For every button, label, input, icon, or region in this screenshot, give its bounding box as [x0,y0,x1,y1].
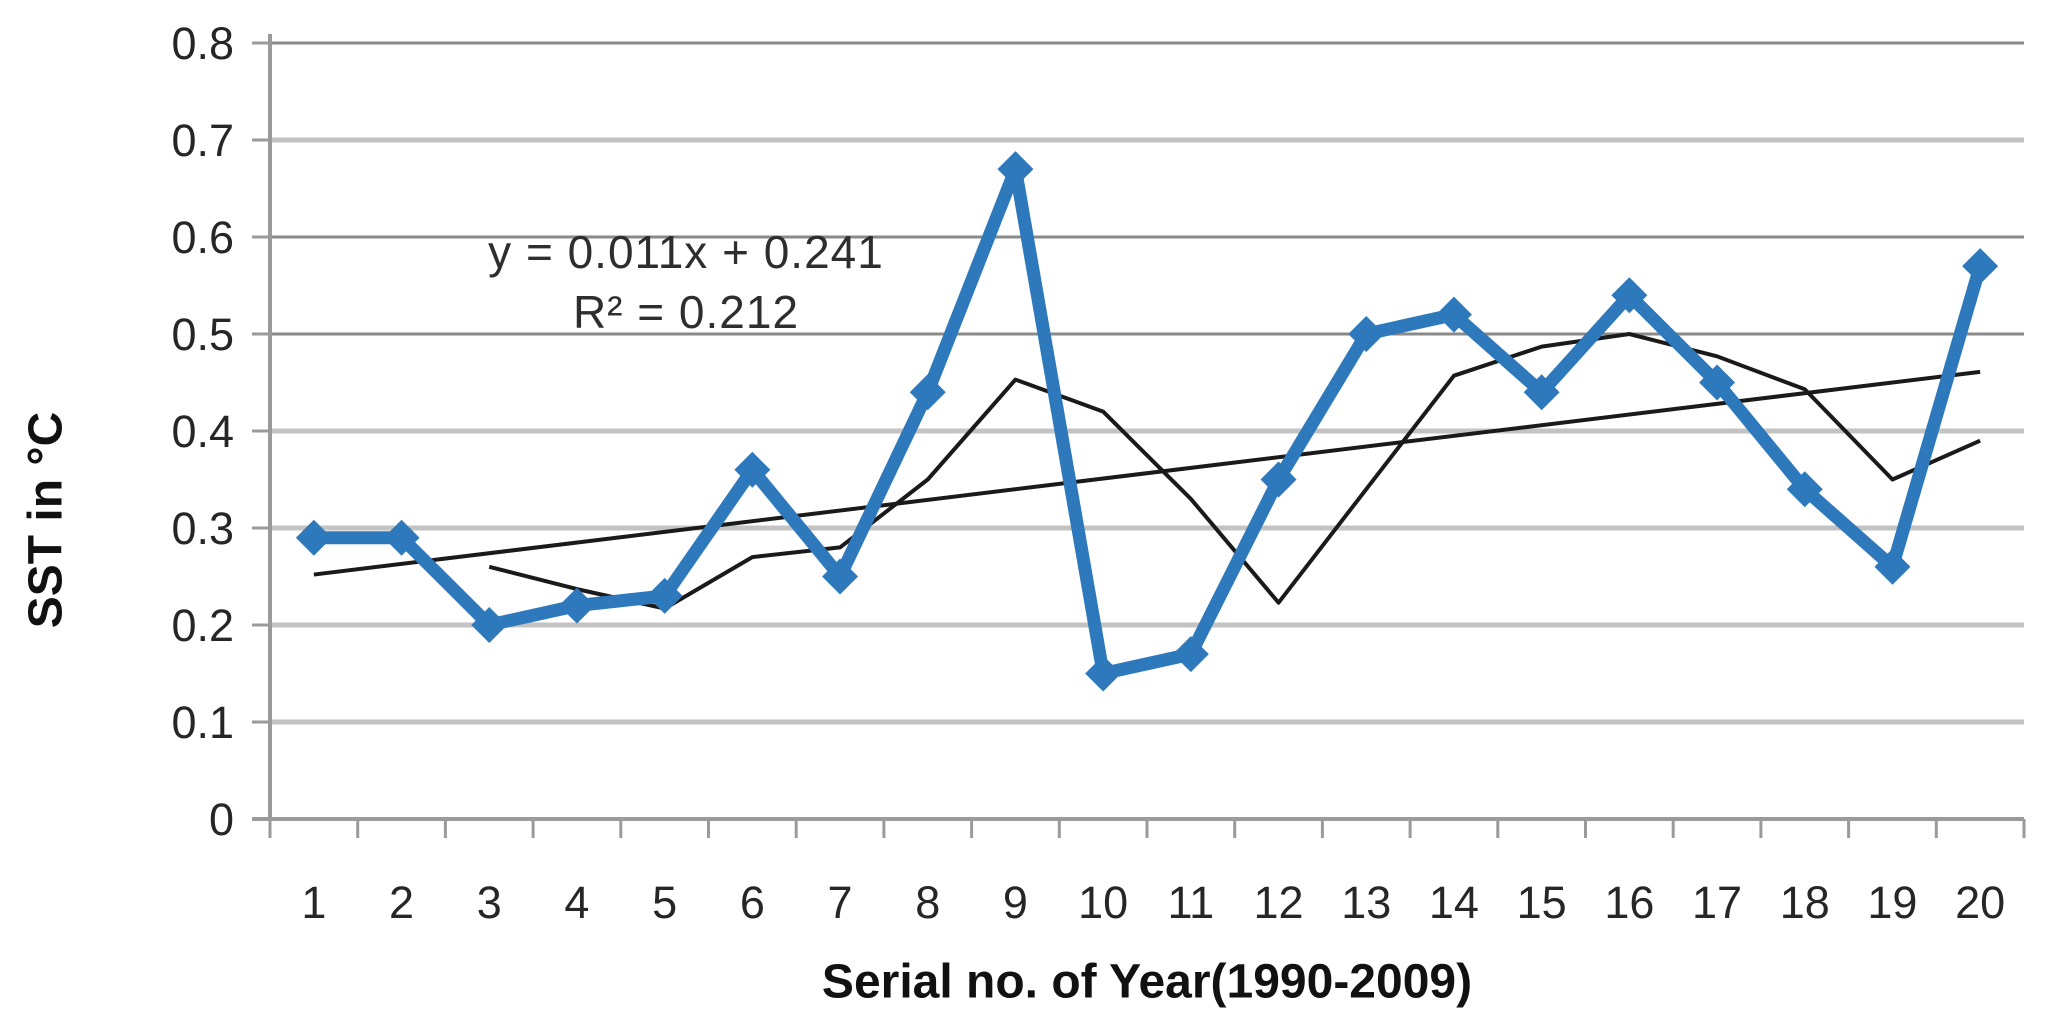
x-tick-label: 19 [1867,877,1917,928]
y-tick-label: 0.3 [171,503,234,554]
data-point-marker [1172,636,1209,673]
data-point-marker [1962,248,1999,285]
data-point-marker [646,577,683,614]
y-axis-title: SST in °C [19,411,73,629]
x-tick-label: 7 [828,877,853,928]
y-tick-label: 0.1 [171,697,234,748]
data-point-marker [383,519,420,556]
x-tick-label: 11 [1167,877,1214,928]
r-squared-text: R² = 0.212 [572,286,800,338]
x-tick-label: 9 [1003,877,1028,928]
x-tick-label: 13 [1341,877,1391,928]
x-tick-label: 14 [1429,877,1479,928]
data-point-marker [295,519,332,556]
x-tick-label: 15 [1517,877,1567,928]
y-tick-label: 0 [209,794,234,845]
data-point-marker [1786,471,1823,508]
data-point-marker [1523,374,1560,411]
moving-average-line [488,332,1981,611]
y-tick-label: 0.5 [171,309,234,360]
y-tick-label: 0.2 [171,600,234,651]
data-point-marker [1874,548,1911,585]
x-tick-label: 2 [389,877,414,928]
x-tick-label: 17 [1692,877,1742,928]
data-point-marker [997,151,1034,188]
x-axis-title: Serial no. of Year(1990-2009) [821,955,1473,1009]
data-point-marker [558,587,595,624]
x-tick-label: 4 [564,877,589,928]
y-tick-label: 0.8 [171,18,234,69]
x-tick-label: 20 [1955,877,2005,928]
data-point-marker [1435,296,1472,333]
y-tick-label: 0.6 [171,212,234,263]
data-point-marker [734,451,771,488]
x-tick-label: 3 [477,877,502,928]
trendline [313,369,1981,577]
x-tick-label: 5 [652,877,677,928]
x-tick-label: 18 [1780,877,1830,928]
data-point-marker [1611,277,1648,314]
data-point-marker [471,607,508,643]
x-tick-label: 1 [301,877,326,928]
y-tick-label: 0.7 [171,115,234,166]
data-point-marker [1085,655,1122,692]
x-tick-label: 12 [1254,877,1304,928]
data-point-marker [1348,316,1385,352]
x-tick-label: 16 [1604,877,1654,928]
data-point-marker [822,558,859,595]
x-tick-label: 6 [740,877,765,928]
data-point-marker [1699,364,1736,401]
x-tick-label: 8 [915,877,940,928]
x-tick-label: 10 [1078,877,1128,928]
data-point-marker [909,374,946,411]
trendline-equation-text: y = 0.011x + 0.241 [488,226,884,278]
trendline-annotation: y = 0.011x + 0.241 R² = 0.212 [488,222,884,342]
y-tick-label: 0.4 [171,406,234,457]
data-point-marker [1260,461,1297,498]
